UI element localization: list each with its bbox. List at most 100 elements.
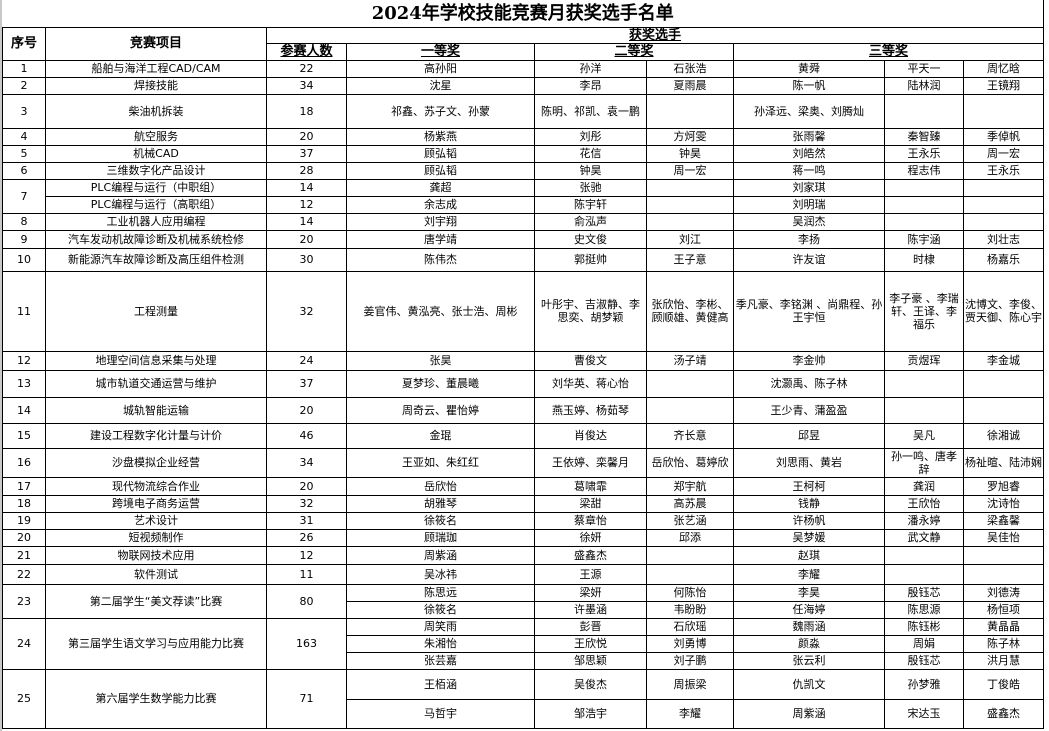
header-project: 竞赛项目 [45,26,267,61]
second-prize-winner: 刘勇博 [646,634,734,653]
third-prize-winner: 秦智臻 [884,127,964,146]
row-number: 4 [2,127,46,146]
third-prize-winner: 孙梦雅 [884,668,964,700]
second-prize-winner [646,212,734,231]
third-prize-winner: 陈子林 [962,634,1045,653]
first-prize-winner: 高孙阳 [346,59,535,78]
third-prize-winner: 孙一鸣、唐孝辞 [884,447,964,478]
first-prize-winner: 沈星 [346,76,535,95]
third-prize-winner: 刘皓然 [733,144,885,163]
row-number: 22 [2,563,46,585]
second-prize-winner: 刘彤 [534,127,647,146]
first-prize-winner: 周奇云、瞿怡婷 [346,396,535,424]
row-number: 25 [2,668,46,729]
third-prize-winner: 孙泽远、梁奥、刘腾灿 [733,93,885,129]
participant-count: 20 [266,127,347,146]
first-prize-winner: 胡雅琴 [346,494,535,513]
second-prize-winner [646,369,734,398]
row-number: 10 [2,247,46,272]
header-second: 二等奖 [534,42,734,61]
project-name: 地理空间信息采集与处理 [45,350,267,371]
third-prize-winner: 程志伟 [884,161,964,180]
first-prize-winner: 岳欣怡 [346,476,535,496]
row-number: 24 [2,617,46,670]
table-row: 2 焊接技能 34 沈星 李昂 夏雨晨 陈一帆 陆林润 王镜翔 [2,76,1045,95]
third-prize-winner: 丁俊皓 [962,668,1045,700]
participant-count: 26 [266,528,347,547]
third-prize-winner [962,396,1045,424]
project-name: 第二届学生“美文荐读”比赛 [45,583,267,619]
third-prize-winner [884,396,964,424]
table-row: 22 软件测试 11 吴冰祎 王源 李耀 [2,563,1045,585]
third-prize-winner: 陈思源 [884,600,964,619]
first-prize-winner: 祁鑫、苏子文、孙蒙 [346,93,535,129]
row-number: 17 [2,476,46,496]
table-row: 10 新能源汽车故障诊断及高压组件检测 30 陈伟杰 郭挺帅 王子意 许友谊 时棣 杨嘉乐 [2,247,1045,272]
first-prize-winner: 陈思远 [346,583,535,602]
participant-count: 163 [266,617,347,670]
participant-count: 32 [266,270,347,352]
third-prize-winner: 张云利 [733,651,885,670]
second-prize-winner: 张欣怡、李彬、顾顺雄、黄健高 [646,270,734,352]
third-prize-winner: 殷钰芯 [884,651,964,670]
second-prize-winner: 吴俊杰 [534,668,647,700]
third-prize-winner: 陈钰彬 [884,617,964,636]
second-prize-winner: 陈宇轩 [534,195,647,214]
third-prize-winner: 宋达玉 [884,698,964,729]
project-name: 柴油机拆装 [45,93,267,129]
third-prize-winner: 李金城 [962,350,1045,371]
second-prize-winner: 徐妍 [534,528,647,547]
second-prize-winner: 齐长意 [646,422,734,449]
row-number: 9 [2,229,46,249]
table-row: 徐筱名 许墨涵 韦盼盼 任海婷 陈思源 杨恒项 [3,600,1045,619]
third-prize-winner: 沈博文、李俊、贾天御、陈心宇 [962,270,1045,352]
second-prize-winner [646,396,734,424]
second-prize-winner: 汤子靖 [646,350,734,371]
third-prize-winner: 邱昱 [733,422,885,449]
participant-count: 71 [266,668,347,729]
third-prize-winner: 王镜翔 [962,76,1045,95]
third-prize-winner: 杨恒项 [962,600,1045,619]
third-prize-winner: 吴梦媛 [733,528,885,547]
table-row: 23 第二届学生“美文荐读”比赛 80 陈思远 梁妍 何陈怡 李昊 殷钰芯 刘德涛 [2,583,1045,619]
third-prize-winner: 陈一帆 [733,76,885,95]
third-prize-winner: 吴佳怡 [962,528,1045,547]
second-prize-winner: 岳欣怡、葛婷欣 [646,447,734,478]
second-prize-winner: 石张浩 [646,59,734,78]
second-prize-winner: 曹俊文 [534,350,647,371]
row-number: 2 [2,76,46,95]
second-prize-winner: 王子意 [646,247,734,272]
row-number: 23 [2,583,46,619]
third-prize-winner: 魏雨涵 [733,617,885,636]
third-prize-winner: 王柯柯 [733,476,885,496]
table-row: 14 城轨智能运输 20 周奇云、瞿怡婷 燕玉婷、杨茹琴 王少青、蒲盈盈 [2,396,1045,424]
project-name: 艺术设计 [45,511,267,530]
third-prize-winner: 颜淼 [733,634,885,653]
third-prize-winner: 刘家琪 [733,178,885,197]
third-prize-winner: 许杨帆 [733,511,885,530]
third-prize-winner [962,195,1045,214]
participant-count: 12 [266,195,347,214]
second-prize-winner: 孙洋 [534,59,647,78]
first-prize-winner: 朱湘怡 [346,634,535,653]
second-prize-winner: 郭挺帅 [534,247,647,272]
third-prize-winner: 陆林润 [884,76,964,95]
third-prize-winner [884,545,964,565]
header-no: 序号 [2,26,46,61]
table-row: PLC编程与运行（高职组） 12 余志成 陈宇轩 刘明瑞 [3,195,1045,214]
table-row: 17 现代物流综合作业 20 岳欣怡 葛啸霏 郑宇航 王柯柯 龚润 罗旭睿 [2,476,1045,496]
table-row: 13 城市轨道交通运营与维护 37 夏梦珍、董晨曦 刘华英、蒋心怡 沈灏禹、陈子林 [2,369,1045,398]
third-prize-winner [884,93,964,129]
third-prize-winner: 潘永婷 [884,511,964,530]
row-number: 14 [2,396,46,424]
third-prize-winner: 李金帅 [733,350,885,371]
second-prize-winner: 刘子鹏 [646,651,734,670]
first-prize-winner: 马哲宇 [346,698,535,729]
table-row: 5 机械CAD 37 顾弘韬 花信 钟昊 刘皓然 王永乐 周一宏 [2,144,1045,163]
second-prize-winner: 夏雨晨 [646,76,734,95]
project-name: 软件测试 [45,563,267,585]
second-prize-winner [646,178,734,197]
table-row: 马哲宇 邹浩宇 李耀 周紫涵 宋达玉 盛鑫杰 [3,698,1045,729]
table-row: 11 工程测量 32 姜官伟、黄泓亮、张士浩、周彬 叶彤宇、吉淑静、李思奕、胡梦颖 张欣怡… [2,270,1045,352]
third-prize-winner: 刘德涛 [962,583,1045,602]
